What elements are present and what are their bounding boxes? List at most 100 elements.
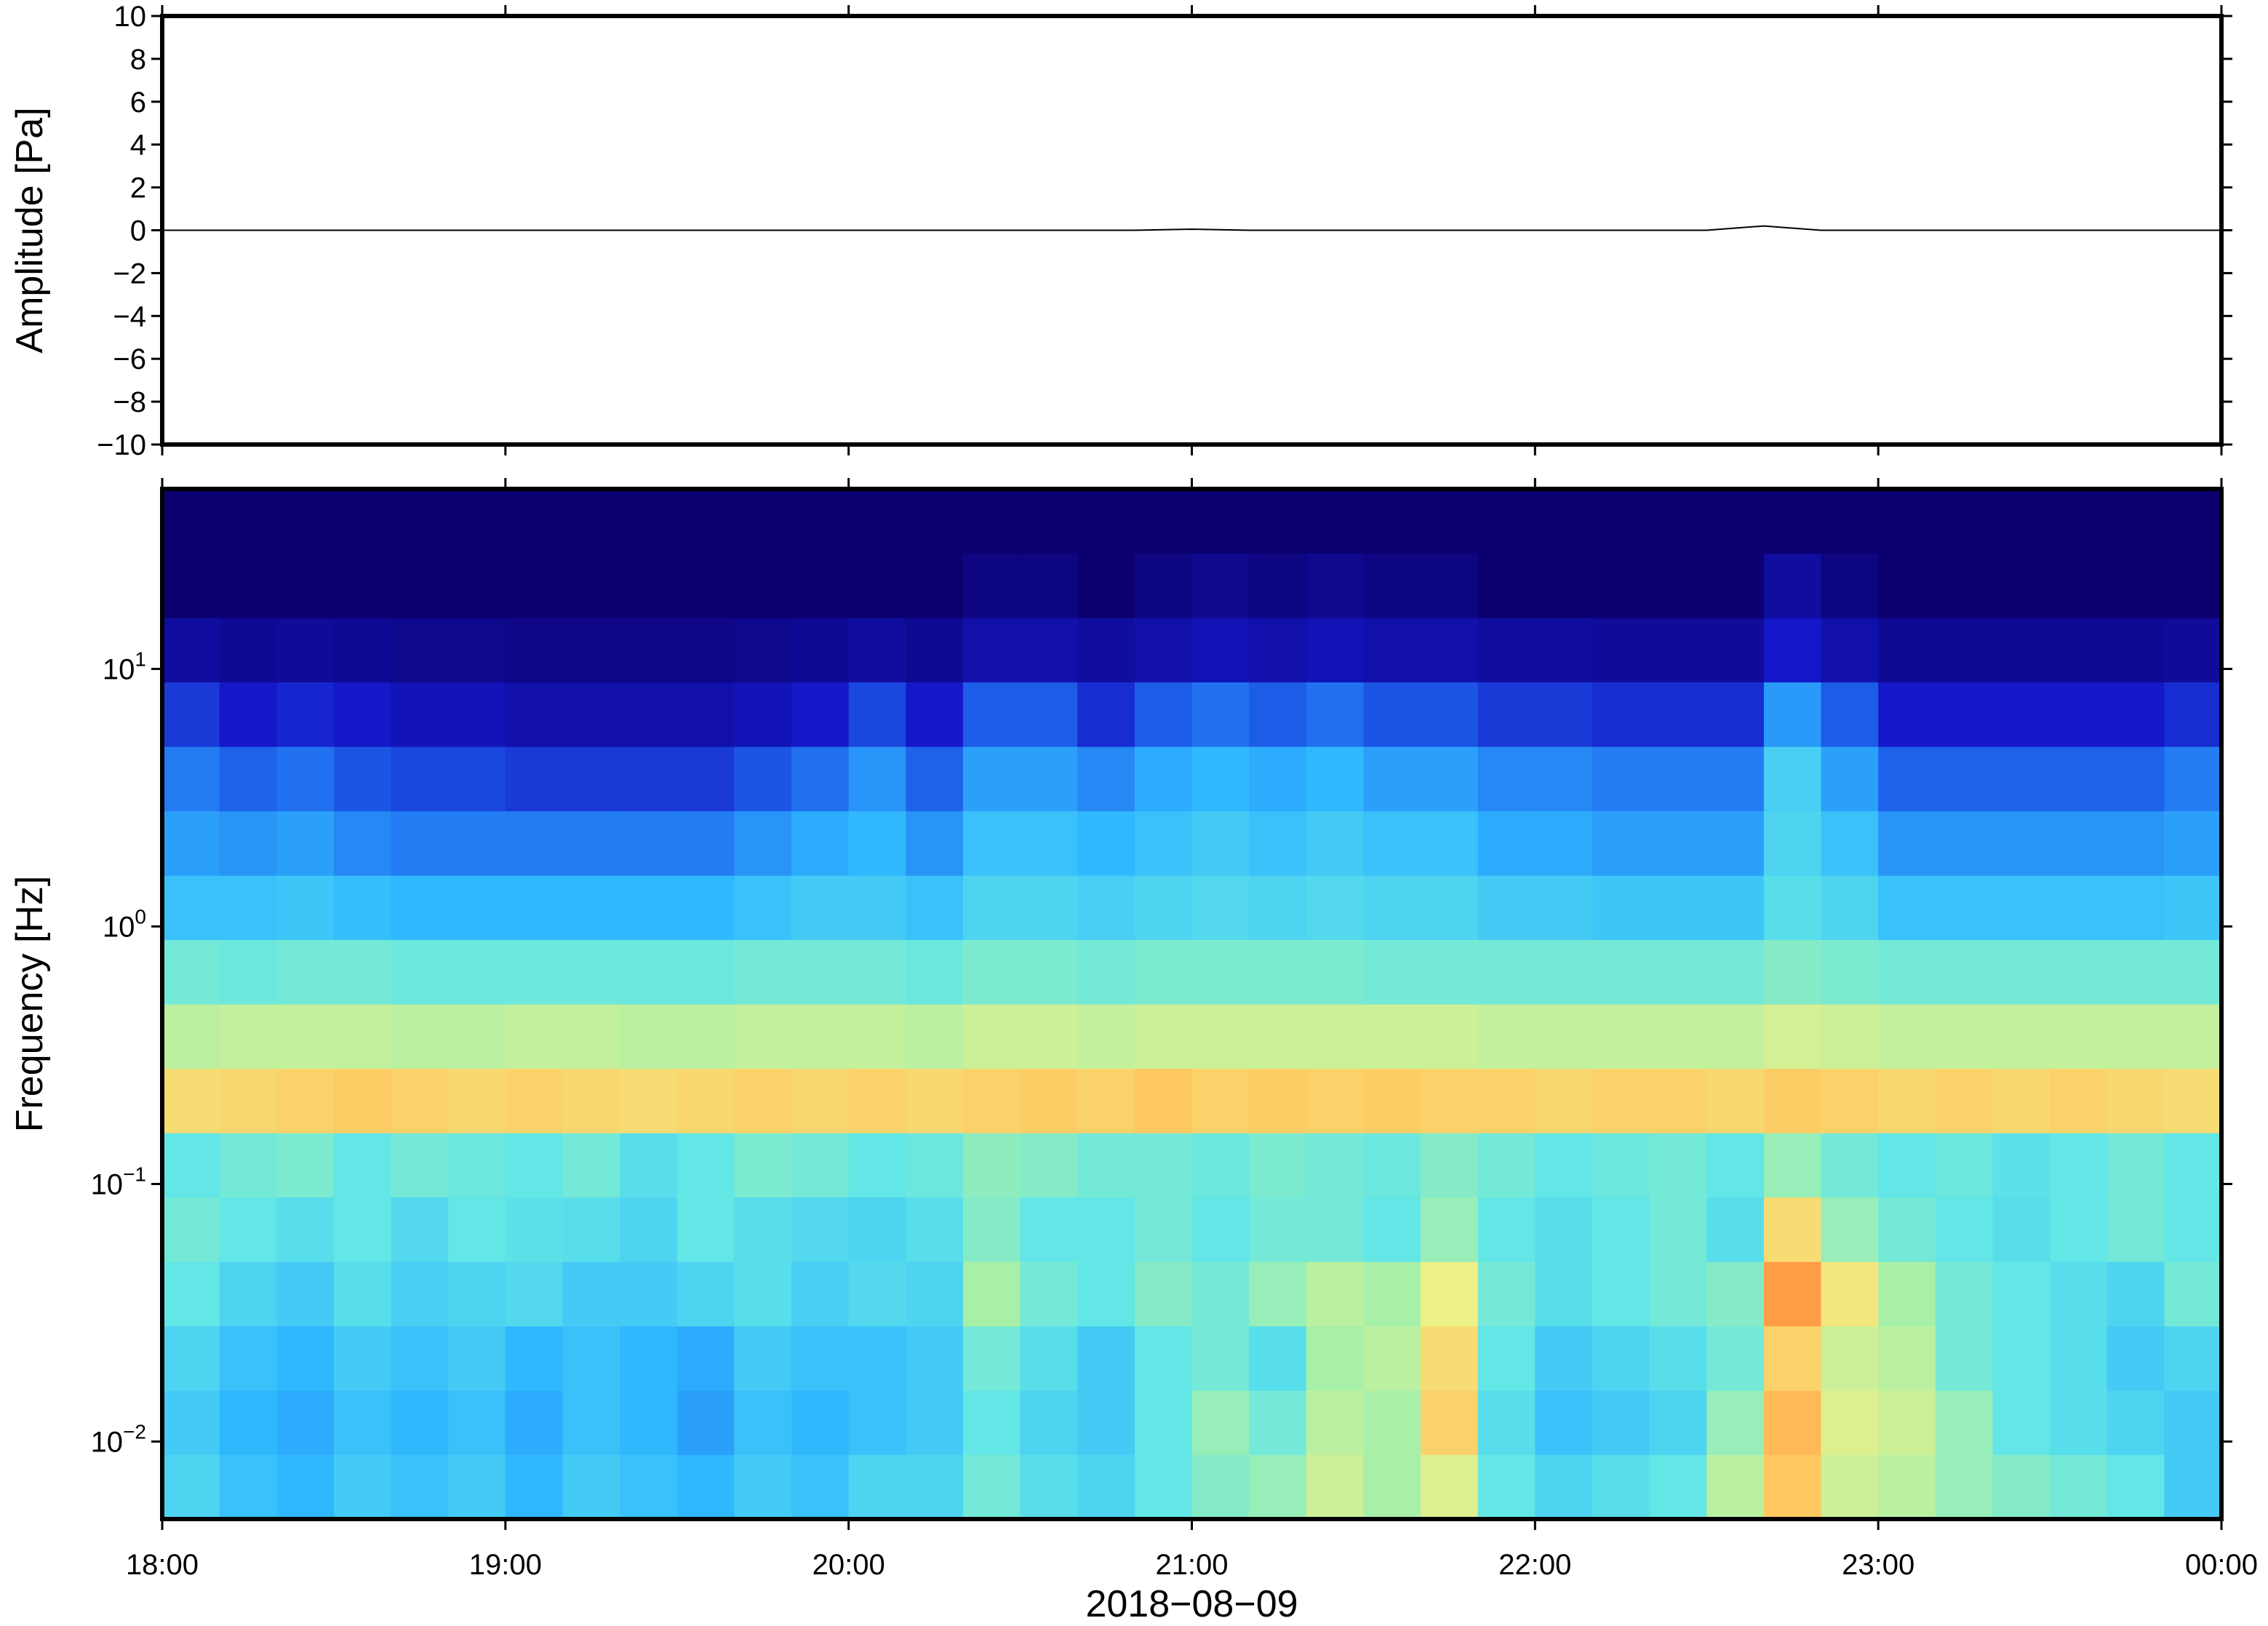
spectrogram-cell — [734, 682, 792, 747]
spectrogram-cell — [1992, 618, 2051, 682]
spectrogram-cell — [162, 1068, 220, 1133]
spectrogram-cell — [1477, 1197, 1536, 1262]
spectrogram-cell — [1649, 1454, 1707, 1520]
spectrogram-cell — [1592, 746, 1650, 812]
spectrogram-cell — [2164, 682, 2222, 747]
spectrogram-cell — [2164, 1004, 2222, 1069]
spectrogram-cell — [1706, 1197, 1765, 1262]
spectrogram-cell — [276, 1326, 335, 1391]
spectrogram-cell — [1077, 1390, 1135, 1455]
spectrogram-cell — [791, 746, 850, 812]
spectrogram-cell — [333, 1133, 392, 1197]
spectrogram-cell — [562, 553, 620, 618]
spectrogram-cell — [1763, 1390, 1822, 1455]
spectrogram-cell — [1706, 489, 1765, 554]
spectrogram-cell — [1191, 939, 1250, 1005]
spectrogram-cell — [962, 682, 1021, 747]
spectrogram-cell — [1649, 939, 1707, 1005]
spectrogram-cell — [1763, 1197, 1822, 1262]
spectrogram-cell — [2164, 618, 2222, 682]
spectrogram-cell — [962, 875, 1021, 940]
spectrogram-cell — [276, 1197, 335, 1262]
spectrogram-cell — [1363, 618, 1421, 682]
spectrogram-cell — [1363, 1004, 1421, 1069]
spectrogram-cell — [620, 746, 678, 812]
spectrogram-cell — [1992, 489, 2051, 554]
spectrogram-cell — [791, 1133, 850, 1197]
spectrogram-cell — [219, 553, 277, 618]
spectrogram-cell — [333, 939, 392, 1005]
spectrogram-cell — [391, 489, 449, 554]
spectrogram-cell — [1649, 1262, 1707, 1327]
y-axis-label: Amplitude [Pa] — [9, 107, 51, 353]
spectrogram-cell — [1821, 939, 1879, 1005]
spectrogram-cell — [2164, 1133, 2222, 1197]
spectrogram-cell — [1649, 1197, 1707, 1262]
spectrogram-cell — [1020, 1262, 1078, 1327]
spectrogram-cell — [1363, 1133, 1421, 1197]
spectrogram-cell — [1706, 810, 1765, 876]
spectrogram-cell — [1077, 746, 1135, 812]
spectrogram-cell — [1935, 1454, 1994, 1520]
spectrogram-cell — [2164, 1326, 2222, 1391]
spectrogram-cell — [1821, 1197, 1879, 1262]
spectrogram-cell — [1249, 875, 1307, 940]
spectrogram-cell — [562, 1326, 620, 1391]
spectrogram-cell — [1821, 1004, 1879, 1069]
spectrogram-cell — [562, 1197, 620, 1262]
spectrogram-cell — [734, 1133, 792, 1197]
spectrogram-cell — [333, 1004, 392, 1069]
spectrogram-cell — [505, 1004, 564, 1069]
spectrogram-cell — [1421, 1133, 1479, 1197]
spectrogram-cell — [848, 746, 906, 812]
spectrogram-cell — [448, 682, 506, 747]
spectrogram-cell — [1649, 1390, 1707, 1455]
spectrogram-cell — [791, 553, 850, 618]
spectrogram-cell — [1535, 875, 1593, 940]
y-tick-label: −8 — [113, 386, 146, 418]
x-tick-label: 21:00 — [1155, 1549, 1228, 1581]
spectrogram-cell — [1191, 810, 1250, 876]
spectrogram-cell — [1077, 1454, 1135, 1520]
spectrogram-cell — [391, 1262, 449, 1327]
spectrogram-cell — [676, 618, 735, 682]
spectrogram-cell — [276, 746, 335, 812]
spectrogram-cell — [906, 553, 964, 618]
y-tick-label: 2 — [130, 172, 146, 204]
spectrogram-cell — [1077, 618, 1135, 682]
spectrogram-cell — [162, 810, 220, 876]
spectrogram-cell — [1992, 746, 2051, 812]
spectrogram-cell — [734, 1197, 792, 1262]
spectrogram-cell — [1763, 1133, 1822, 1197]
spectrogram-cell — [1020, 1390, 1078, 1455]
spectrogram-cell — [1878, 618, 1936, 682]
spectrogram-cell — [906, 810, 964, 876]
spectrogram-cell — [620, 875, 678, 940]
spectrogram-cell — [1535, 1133, 1593, 1197]
spectrogram-cell — [1535, 939, 1593, 1005]
spectrogram-cell — [1821, 553, 1879, 618]
spectrogram-cell — [1363, 875, 1421, 940]
spectrogram-cell — [962, 489, 1021, 554]
spectrogram-cell — [1763, 939, 1822, 1005]
spectrogram-cell — [1878, 875, 1936, 940]
spectrogram-cell — [505, 682, 564, 747]
spectrogram-cell — [1935, 1133, 1994, 1197]
spectrogram-cell — [1935, 746, 1994, 812]
spectrogram-cell — [734, 1390, 792, 1455]
spectrogram-cell — [676, 1454, 735, 1520]
spectrogram-cell — [1249, 682, 1307, 747]
waveform — [162, 225, 2221, 231]
spectrogram-cell — [162, 489, 220, 554]
spectrogram-cell — [1249, 1004, 1307, 1069]
spectrogram-cell — [1592, 618, 1650, 682]
spectrogram-cell — [2107, 1390, 2165, 1455]
spectrogram-cell — [676, 1004, 735, 1069]
spectrogram-cell — [219, 489, 277, 554]
spectrogram-cell — [448, 489, 506, 554]
spectrogram-cell — [391, 1390, 449, 1455]
spectrogram-cell — [1763, 682, 1822, 747]
spectrogram-cell — [1535, 1004, 1593, 1069]
spectrogram-cell — [1878, 1454, 1936, 1520]
spectrogram-cell — [791, 618, 850, 682]
